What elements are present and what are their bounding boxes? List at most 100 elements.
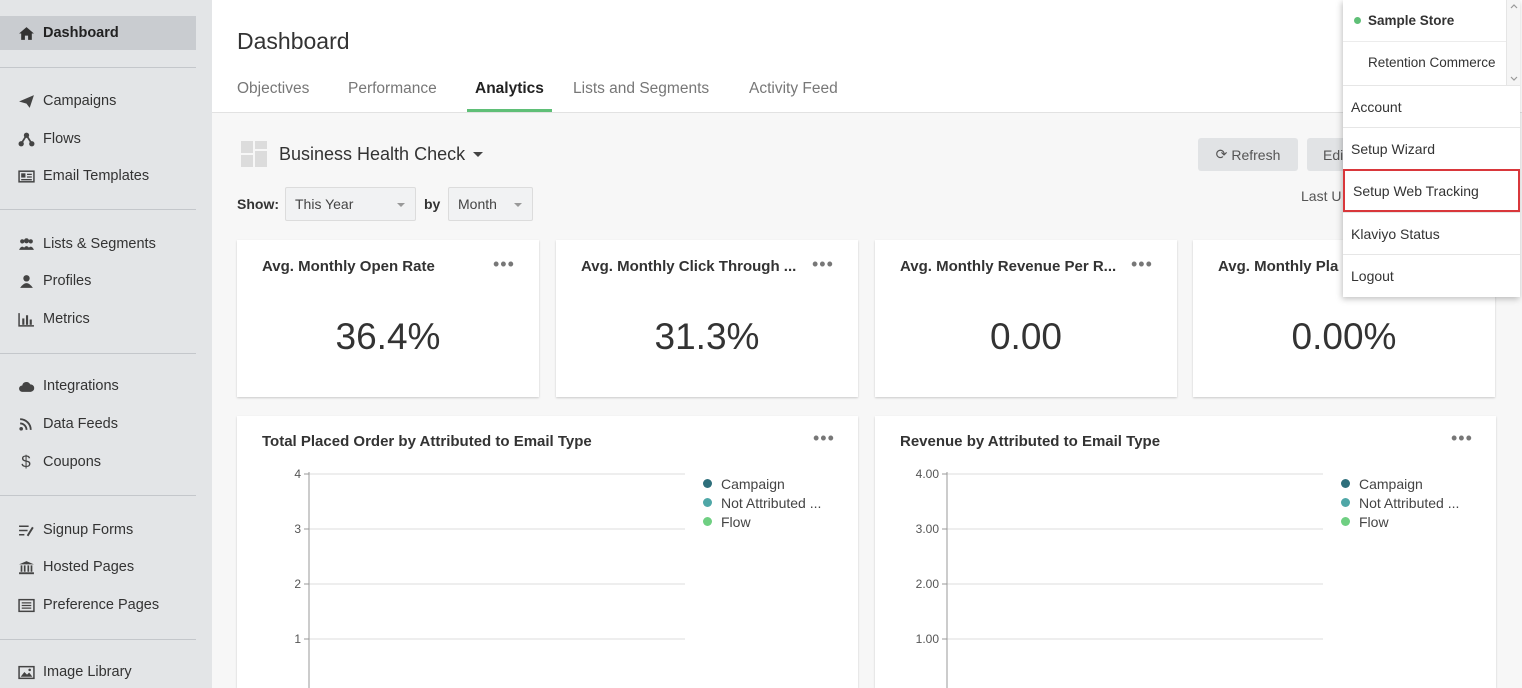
tab-performance[interactable]: Performance xyxy=(348,80,437,97)
sidebar-divider xyxy=(0,209,196,210)
sidebar-item-label: Lists & Segments xyxy=(43,236,156,252)
metric-value: 0.00 xyxy=(989,316,1062,357)
refresh-button[interactable]: ⟳ Refresh xyxy=(1198,138,1298,171)
chart-title: Revenue by Attributed to Email Type xyxy=(900,433,1161,450)
legend-swatch xyxy=(703,517,712,526)
flows-icon xyxy=(16,131,36,147)
main-content: Dashboard Objectives Performance Analyti… xyxy=(212,0,1522,688)
interval-select[interactable]: Month xyxy=(448,187,533,221)
legend-swatch xyxy=(703,479,712,488)
legend-swatch xyxy=(703,498,712,507)
home-icon xyxy=(16,25,36,41)
store-label: Retention Commerce xyxy=(1368,54,1496,70)
sidebar-item-coupons[interactable]: $ Coupons xyxy=(0,445,196,479)
tab-objectives[interactable]: Objectives xyxy=(237,80,310,97)
sidebar-item-integrations[interactable]: Integrations xyxy=(0,369,196,403)
chart-card-revenue: Revenue by Attributed to Email Type ••• … xyxy=(875,416,1496,688)
interval-value: Month xyxy=(458,196,497,212)
sidebar-item-preference-pages[interactable]: Preference Pages xyxy=(0,588,196,622)
legend-swatch xyxy=(1341,517,1350,526)
chevron-down-icon xyxy=(473,152,484,157)
store-option-sample-store[interactable]: Sample Store xyxy=(1343,0,1506,41)
sidebar-item-label: Metrics xyxy=(43,311,90,327)
sidebar-item-label: Coupons xyxy=(43,454,102,470)
sidebar-item-metrics[interactable]: Metrics xyxy=(0,302,196,336)
more-options-icon[interactable]: ••• xyxy=(1131,254,1153,274)
sidebar-item-flows[interactable]: Flows xyxy=(0,122,196,156)
more-options-icon[interactable]: ••• xyxy=(812,254,834,274)
sidebar-item-campaigns[interactable]: Campaigns xyxy=(0,84,196,118)
placed-order-chart: 4 3 2 1 xyxy=(294,467,685,688)
metric-card-click-through: Avg. Monthly Click Through ... ••• 31.3% xyxy=(556,240,858,397)
legend-label: Flow xyxy=(721,513,751,530)
metric-value: 31.3% xyxy=(654,316,760,357)
y-tick-label: 1.00 xyxy=(916,632,940,646)
legend-swatch xyxy=(1341,498,1350,507)
edit-label: Edi xyxy=(1323,146,1344,163)
menu-item-klaviyo-status[interactable]: Klaviyo Status xyxy=(1343,212,1520,254)
sidebar-item-lists-segments[interactable]: Lists & Segments xyxy=(0,227,196,261)
legend-item-flow[interactable]: Flow xyxy=(703,512,821,531)
sidebar-item-label: Flows xyxy=(43,131,81,147)
sidebar-item-label: Preference Pages xyxy=(43,597,160,613)
card-title: Avg. Monthly Click Through ... xyxy=(581,258,797,275)
scroll-arrows-icon xyxy=(1510,4,1518,81)
menu-item-account[interactable]: Account xyxy=(1343,85,1520,127)
sidebar-item-signup-forms[interactable]: Signup Forms xyxy=(0,513,196,547)
active-status-dot xyxy=(1354,17,1361,24)
card-title: Avg. Monthly Open Rate xyxy=(262,258,435,275)
card-title: Avg. Monthly Revenue Per R... xyxy=(900,258,1117,275)
sidebar-item-label: Campaigns xyxy=(43,93,117,109)
legend-item-campaign[interactable]: Campaign xyxy=(703,474,821,493)
tab-activity-feed[interactable]: Activity Feed xyxy=(749,80,838,97)
legend-item-campaign[interactable]: Campaign xyxy=(1341,474,1459,493)
cloud-icon xyxy=(16,378,36,394)
menu-item-setup-web-tracking[interactable]: Setup Web Tracking xyxy=(1343,169,1520,212)
sidebar-item-profiles[interactable]: Profiles xyxy=(0,264,196,298)
show-label: Show: xyxy=(237,196,279,212)
newspaper-icon xyxy=(16,168,36,184)
store-option-retention-commerce[interactable]: Retention Commerce xyxy=(1343,41,1506,82)
sidebar-item-email-templates[interactable]: Email Templates xyxy=(0,159,196,193)
chevron-down-icon xyxy=(514,203,522,207)
legend-item-not-attributed[interactable]: Not Attributed ... xyxy=(703,493,821,512)
page-title: Dashboard xyxy=(237,28,350,54)
y-tick-label: 4.00 xyxy=(916,467,940,481)
sidebar-item-label: Data Feeds xyxy=(43,416,118,432)
store-list-scrollbar[interactable] xyxy=(1506,0,1520,85)
bar-chart-icon xyxy=(16,311,36,327)
sidebar-item-label: Email Templates xyxy=(43,168,150,184)
sidebar-item-dashboard[interactable]: Dashboard xyxy=(0,16,196,50)
chevron-down-icon xyxy=(397,203,405,207)
account-dropdown-menu: Sample Store Retention Commerce Account … xyxy=(1343,0,1520,297)
time-range-value: This Year xyxy=(295,196,354,212)
bank-icon xyxy=(16,559,36,575)
dashboard-grid-icon xyxy=(241,141,267,167)
sidebar-item-hosted-pages[interactable]: Hosted Pages xyxy=(0,550,196,584)
more-options-icon[interactable]: ••• xyxy=(813,428,835,448)
sidebar-item-data-feeds[interactable]: Data Feeds xyxy=(0,407,196,441)
menu-item-logout[interactable]: Logout xyxy=(1343,254,1520,296)
legend-item-not-attributed[interactable]: Not Attributed ... xyxy=(1341,493,1459,512)
sidebar-item-image-library[interactable]: Image Library xyxy=(0,655,196,688)
refresh-label: Refresh xyxy=(1231,146,1281,163)
more-options-icon[interactable]: ••• xyxy=(1451,428,1473,448)
tab-lists-and-segments[interactable]: Lists and Segments xyxy=(573,80,710,97)
legend-label: Campaign xyxy=(1359,475,1423,492)
sidebar-item-label: Signup Forms xyxy=(43,522,134,538)
y-tick-label: 4 xyxy=(294,467,301,481)
dashboard-selector[interactable]: Business Health Check xyxy=(279,144,484,165)
sidebar-item-label: Image Library xyxy=(43,664,132,680)
time-range-select[interactable]: This Year xyxy=(285,187,416,221)
page-header: Dashboard Objectives Performance Analyti… xyxy=(212,0,1522,113)
legend-item-flow[interactable]: Flow xyxy=(1341,512,1459,531)
legend-label: Not Attributed ... xyxy=(721,494,822,511)
metric-value: 0.00% xyxy=(1291,316,1397,357)
metric-card-revenue-per-recipient: Avg. Monthly Revenue Per R... ••• 0.00 xyxy=(875,240,1177,397)
by-label: by xyxy=(424,196,441,212)
menu-item-setup-wizard[interactable]: Setup Wizard xyxy=(1343,127,1520,169)
tab-analytics[interactable]: Analytics xyxy=(467,80,552,112)
users-icon xyxy=(16,236,36,252)
sidebar-divider xyxy=(0,353,196,354)
more-options-icon[interactable]: ••• xyxy=(493,254,515,274)
